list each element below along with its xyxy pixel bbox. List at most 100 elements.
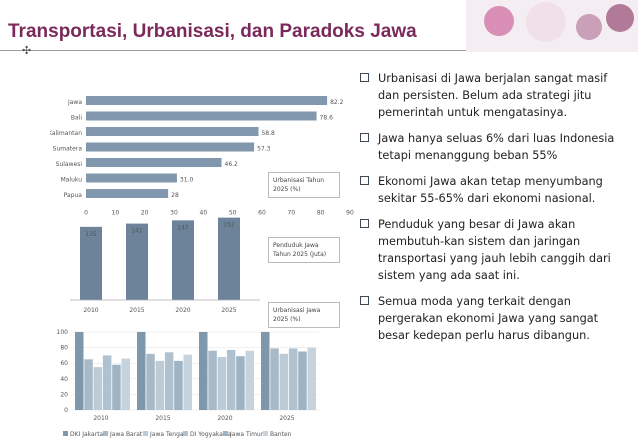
bar — [199, 332, 208, 410]
value-label: 152 — [223, 222, 235, 229]
legend-swatch — [183, 431, 188, 436]
legend-label: Jawa Tengah — [149, 431, 188, 438]
bar — [279, 353, 289, 410]
chart1-legend: Urbanisasi Tahun 2025 (%) — [268, 172, 340, 198]
y-tick-label: 20 — [60, 391, 68, 398]
bar — [288, 348, 298, 410]
bullet-text: Semua moda yang terkait dengan pergeraka… — [378, 295, 599, 342]
legend-swatch — [263, 431, 268, 436]
category-label: Bali — [71, 115, 82, 122]
bar — [86, 173, 177, 183]
cross-icon: ✣ — [22, 45, 32, 57]
category-label: 2010 — [93, 415, 108, 422]
y-tick-label: 40 — [60, 376, 68, 383]
legend-label: DI Yogyakarta — [190, 431, 232, 438]
checkbox-bullet-icon — [360, 296, 369, 305]
legend-swatch — [63, 431, 68, 436]
value-label: 57.3 — [257, 146, 271, 153]
bar — [86, 96, 328, 105]
title-divider — [0, 50, 470, 51]
bar — [86, 158, 222, 167]
decorative-flowers-image — [466, 0, 638, 52]
bar — [183, 354, 192, 410]
category-label: 2020 — [217, 415, 232, 422]
value-label: 78.6 — [320, 115, 334, 122]
bar — [84, 359, 93, 410]
bar — [172, 220, 194, 300]
category-label: 2010 — [83, 307, 98, 314]
urbanization-province-chart: 0 20 40 60 80 100 2010 2015 2020 2025 DKI Jakarta J… — [57, 329, 319, 438]
slide-title: Transportasi, Urbanisasi, dan Paradoks J… — [8, 21, 417, 42]
x-tick-label: 0 — [84, 210, 88, 217]
bullet-text: Ekonomi Jawa akan tetap menyumbang sekit… — [378, 175, 603, 205]
chart2-legend: Penduduk Jawa Tahun 2025 (Juta) — [268, 237, 340, 263]
category-label: Maluku — [61, 177, 83, 184]
value-label: 135 — [85, 231, 97, 238]
value-label: 58.8 — [261, 130, 275, 137]
category-label: 2025 — [279, 415, 294, 422]
category-label: 2015 — [129, 307, 144, 314]
bar — [270, 348, 279, 410]
checkbox-bullet-icon — [360, 219, 369, 228]
legend-label: Banten — [270, 431, 292, 438]
bar — [226, 349, 236, 410]
y-tick-label: 100 — [57, 329, 69, 336]
bar — [307, 347, 316, 410]
bullet-text: Urbanisasi di Jawa berjalan sangat masif… — [378, 72, 608, 119]
bar — [75, 332, 84, 410]
category-label: 2015 — [155, 415, 170, 422]
value-label: 147 — [177, 224, 189, 231]
category-label: 2020 — [175, 307, 190, 314]
value-label: 141 — [131, 228, 143, 235]
x-tick-label: 40 — [200, 210, 208, 217]
category-label: Jawa — [67, 99, 82, 106]
x-tick-label: 90 — [346, 210, 354, 217]
x-tick-label: 60 — [258, 210, 266, 217]
y-tick-label: 0 — [64, 407, 68, 414]
bar — [164, 352, 174, 410]
x-tick-label: 70 — [288, 210, 296, 217]
population-chart: 135 2010 141 2015 147 2020 152 2025 — [70, 217, 260, 314]
x-tick-label: 80 — [317, 210, 325, 217]
bar — [208, 350, 217, 410]
x-tick-label: 30 — [170, 210, 178, 217]
bullet-item: Ekonomi Jawa akan tetap menyumbang sekit… — [360, 173, 632, 207]
chart3-legend: Urbanisasi Jawa 2025 (%) — [268, 302, 340, 328]
bar — [261, 332, 270, 410]
category-label: 2025 — [221, 307, 236, 314]
bar — [217, 356, 227, 410]
bullet-item: Jawa hanya seluas 6% dari luas Indonesia… — [360, 130, 632, 164]
checkbox-bullet-icon — [360, 133, 369, 142]
bullet-text: Penduduk yang besar di Jawa akan membutu… — [378, 218, 611, 282]
bar — [174, 360, 183, 410]
bar — [86, 127, 259, 136]
bar — [112, 364, 121, 410]
bar — [121, 358, 130, 410]
x-tick-label: 10 — [112, 210, 120, 217]
category-label: Sumatera — [53, 146, 83, 153]
value-label: 46.2 — [225, 161, 239, 168]
bullet-list: Urbanisasi di Jawa berjalan sangat masif… — [360, 70, 632, 353]
value-label: 31.0 — [180, 177, 194, 184]
bar — [146, 353, 155, 410]
legend-label: Jawa Barat — [109, 431, 143, 438]
y-tick-label: 80 — [60, 345, 68, 352]
urbanization-region-chart: Jawa 82.2 Bali 78.6 Kalimantan 58.8 Sumatera 57… — [50, 96, 354, 217]
category-label: Sulawesi — [56, 161, 83, 168]
bar — [80, 226, 102, 300]
y-tick-label: 60 — [60, 360, 68, 367]
bar — [298, 351, 307, 410]
category-label: Papua — [64, 192, 83, 199]
x-tick-label: 20 — [141, 210, 149, 217]
legend-swatch — [143, 431, 148, 436]
bar — [86, 111, 317, 121]
bar — [93, 367, 103, 410]
bar — [245, 350, 254, 410]
bullet-item: Semua moda yang terkait dengan pergeraka… — [360, 293, 632, 344]
bar — [102, 355, 112, 410]
bullet-text: Jawa hanya seluas 6% dari luas Indonesia… — [378, 132, 615, 162]
bar — [155, 360, 165, 410]
checkbox-bullet-icon — [360, 176, 369, 185]
x-tick-label: 50 — [229, 210, 237, 217]
legend-label: Jawa Timur — [229, 431, 264, 438]
